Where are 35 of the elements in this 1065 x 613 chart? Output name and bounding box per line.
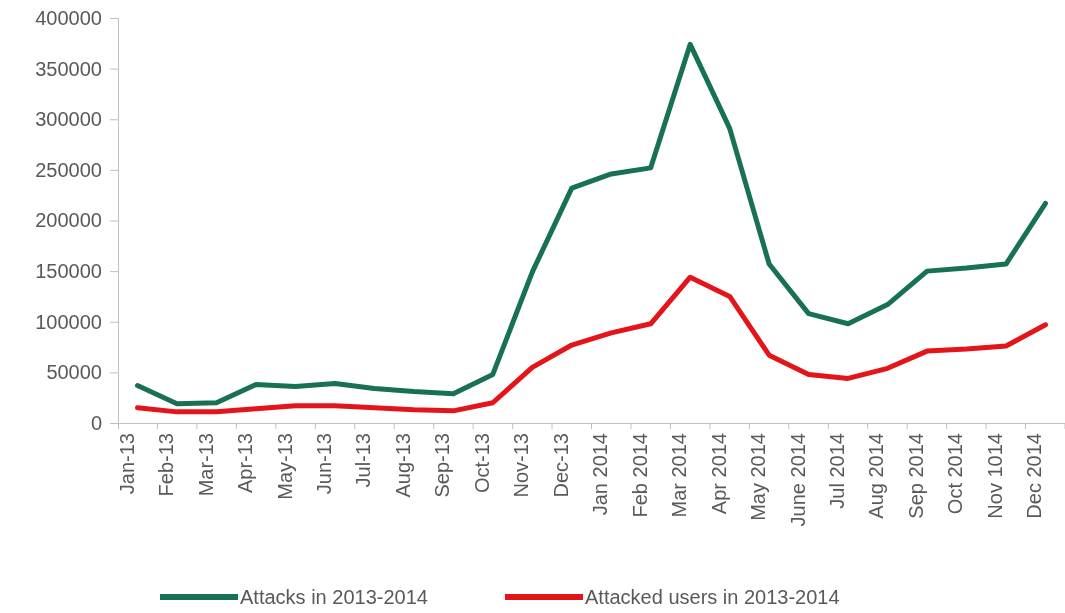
x-tick-label: Feb 2014 bbox=[628, 433, 651, 518]
y-tick-label: 350000 bbox=[35, 57, 102, 80]
x-tick-label: Jan 2014 bbox=[589, 433, 612, 516]
x-tick-label: Feb-13 bbox=[155, 433, 178, 497]
x-tick-label: Apr-13 bbox=[234, 433, 257, 494]
x-tick-label: May-13 bbox=[273, 433, 296, 500]
y-tick-label: 150000 bbox=[35, 260, 102, 283]
x-tick-label: Aug-13 bbox=[391, 433, 414, 498]
x-tick-label: Nov-13 bbox=[510, 433, 533, 498]
x-tick-label: Nov 1014 bbox=[983, 433, 1006, 519]
x-tick-label: Apr 2014 bbox=[707, 433, 730, 515]
x-tick-label: Jun-13 bbox=[313, 433, 336, 495]
x-tick-label: Jul 2014 bbox=[825, 433, 848, 509]
x-tick-label: Mar-13 bbox=[194, 433, 217, 497]
x-tick-label: Sep 2014 bbox=[904, 433, 927, 519]
x-tick-label: Dec-13 bbox=[549, 433, 572, 498]
y-tick-label: 200000 bbox=[35, 209, 102, 232]
x-tick-label: May 2014 bbox=[747, 433, 770, 521]
x-tick-label: Mar 2014 bbox=[668, 433, 691, 518]
x-tick-label: Dec 2014 bbox=[1023, 433, 1046, 519]
x-tick-label: Sep-13 bbox=[431, 433, 454, 498]
y-tick-label: 300000 bbox=[35, 108, 102, 131]
y-tick-label: 50000 bbox=[46, 361, 102, 384]
x-tick-label: Jan-13 bbox=[115, 433, 138, 495]
y-tick-label: 100000 bbox=[35, 310, 102, 333]
x-tick-label: Oct-13 bbox=[470, 433, 493, 494]
legend-label: Attacks in 2013-2014 bbox=[240, 586, 428, 608]
x-tick-label: June 2014 bbox=[786, 433, 809, 527]
legend-label: Attacked users in 2013-2014 bbox=[585, 586, 840, 608]
x-tick-label: Jul-13 bbox=[352, 433, 375, 488]
x-tick-label: Aug 2014 bbox=[865, 433, 888, 519]
y-tick-label: 250000 bbox=[35, 158, 102, 181]
y-tick-label: 0 bbox=[90, 411, 102, 434]
x-tick-label: Oct 2014 bbox=[944, 433, 967, 515]
y-tick-label: 400000 bbox=[35, 6, 102, 29]
